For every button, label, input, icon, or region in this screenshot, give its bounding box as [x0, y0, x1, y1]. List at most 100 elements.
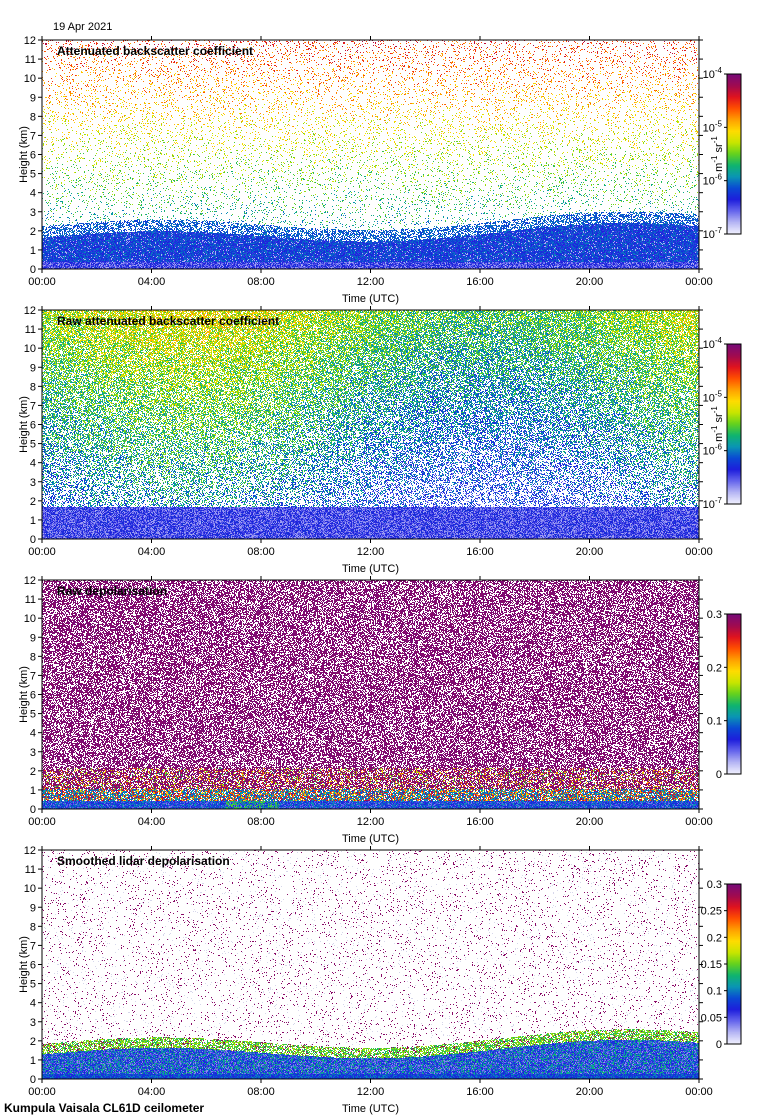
tick-base: 10 [703, 176, 715, 188]
y-tick-label: 6 [30, 420, 36, 432]
panel-2: Raw attenuated backscatter coefficient 0 1… [18, 305, 742, 575]
colorbar-frame [726, 73, 742, 235]
y-tick-label: 12 [24, 35, 36, 47]
x-tick-label: 04:00 [138, 816, 166, 828]
tick-exponent: -5 [715, 119, 723, 128]
tick-exponent: -4 [715, 66, 723, 75]
x-tick-label: 08:00 [247, 1086, 275, 1098]
y-tick-label: 3 [30, 1017, 36, 1029]
tick-base: 10 [703, 392, 715, 404]
panel-title: Smoothed lidar depolarisation [57, 854, 230, 868]
tick-base: 10 [703, 69, 715, 81]
colorbar-tick-label: 10-7 [703, 496, 723, 511]
x-tick-label: 16:00 [466, 276, 494, 288]
y-tick-label: 2 [30, 766, 36, 778]
y-axis-label: Height (km) [18, 936, 30, 993]
unit-part: sr [713, 143, 725, 156]
x-tick-label: 20:00 [576, 546, 604, 558]
colorbar-tick-label: 0.2 [707, 932, 722, 944]
colorbar: 0.3 0.25 0.2 0.15 0.1 0.05 0 [701, 879, 742, 1051]
x-tick-label: 20:00 [576, 1086, 604, 1098]
colorbar-tick-label: 0 [716, 1039, 722, 1051]
x-tick-label: 12:00 [357, 546, 385, 558]
colorbar-tick-label: 10-7 [703, 226, 723, 241]
y-tick-label: 3 [30, 747, 36, 759]
y-tick-label: 1 [30, 515, 36, 527]
colorbar-tick-label: 0.1 [707, 986, 722, 998]
colorbar-tick-label: 0.15 [701, 959, 722, 971]
x-tick-label: 16:00 [466, 1086, 494, 1098]
colorbar: 10-410-510-610-7m-1 sr-1 [703, 336, 742, 511]
x-tick-label: 00:00 [685, 816, 713, 828]
tick-exponent: -4 [715, 336, 723, 345]
y-tick-label: 9 [30, 902, 36, 914]
colorbar-gradient [727, 344, 741, 504]
y-tick-label: 12 [24, 305, 36, 317]
y-tick-label: 8 [30, 921, 36, 933]
tick-base: 10 [703, 499, 715, 511]
x-tick-label: 08:00 [247, 546, 275, 558]
y-tick-label: 5 [30, 709, 36, 721]
y-tick-label: 0 [30, 804, 36, 816]
colorbar-tick-label: 0 [716, 769, 722, 781]
tick-exponent: -6 [715, 443, 723, 452]
y-tick-label: 9 [30, 92, 36, 104]
tick-base: 10 [703, 122, 715, 134]
x-tick-label: 00:00 [685, 546, 713, 558]
date-label: 19 Apr 2021 [53, 21, 113, 33]
x-tick-label: 12:00 [357, 1086, 385, 1098]
x-axis-label: Time (UTC) [342, 563, 399, 575]
y-tick-label: 5 [30, 169, 36, 181]
colorbar-frame [726, 613, 742, 775]
y-tick-label: 10 [24, 73, 36, 85]
y-tick-label: 11 [25, 324, 36, 336]
colorbar-gradient [727, 74, 741, 234]
y-tick-label: 7 [30, 130, 36, 142]
colorbar-gradient [727, 614, 741, 774]
colorbar-tick-label: 10-4 [703, 336, 723, 351]
y-tick-label: 6 [30, 690, 36, 702]
panel-title: Raw depolarisation [57, 584, 167, 598]
tick-exponent: -7 [715, 496, 723, 505]
panel-1: Attenuated backscatter coefficient012345… [18, 35, 742, 305]
x-tick-label: 00:00 [28, 1086, 56, 1098]
colorbar-tick-label: 0.3 [707, 609, 722, 621]
y-tick-label: 9 [30, 632, 36, 644]
y-tick-label: 2 [30, 226, 36, 238]
colorbar: 10-410-510-610-7m-1 sr-1 [703, 66, 742, 241]
x-tick-label: 12:00 [357, 276, 385, 288]
y-axis-label: Height (km) [18, 126, 30, 183]
colorbar-gradient [727, 884, 741, 1044]
colorbar-tick-label: 0.05 [701, 1012, 722, 1024]
y-tick-label: 1 [30, 785, 36, 797]
unit-part: m [713, 163, 725, 172]
colorbar-unit: m-1 sr-1 [710, 136, 725, 172]
x-tick-label: 04:00 [138, 546, 166, 558]
x-tick-label: 04:00 [138, 1086, 166, 1098]
x-tick-label: 00:00 [685, 1086, 713, 1098]
x-axis-label: Time (UTC) [342, 833, 399, 845]
x-tick-label: 08:00 [247, 816, 275, 828]
x-axis-label: Time (UTC) [342, 293, 399, 305]
colorbar-tick-label: 0.1 [707, 716, 722, 728]
unit-part: sr [713, 413, 725, 426]
y-tick-label: 12 [24, 575, 36, 587]
y-tick-label: 1 [30, 1055, 36, 1067]
colorbar-tick-label: 0.25 [701, 906, 722, 918]
y-tick-label: 11 [25, 594, 36, 606]
x-tick-label: 00:00 [28, 546, 56, 558]
y-tick-label: 10 [24, 883, 36, 895]
heatmap-image [42, 40, 699, 269]
y-tick-label: 3 [30, 477, 36, 489]
colorbar: 0.3 0.2 0.1 0 [707, 609, 742, 781]
x-tick-label: 00:00 [28, 816, 56, 828]
y-tick-label: 0 [30, 264, 36, 276]
y-tick-label: 8 [30, 651, 36, 663]
unit-part: -1 [710, 136, 719, 144]
x-tick-label: 20:00 [576, 276, 604, 288]
y-tick-label: 3 [30, 207, 36, 219]
y-axis-label: Height (km) [18, 396, 30, 453]
tick-exponent: -7 [715, 226, 723, 235]
y-tick-label: 4 [30, 728, 36, 740]
